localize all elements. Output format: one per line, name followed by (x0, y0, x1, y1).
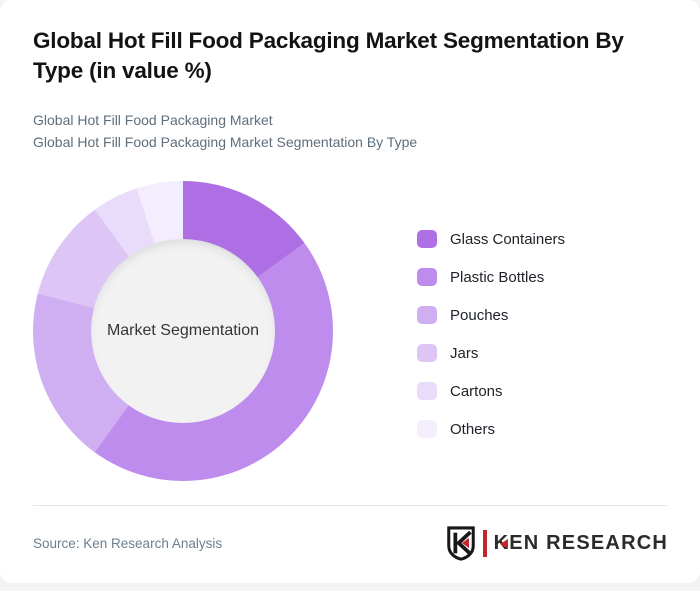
brand-k-triangle-icon (500, 539, 509, 549)
ken-research-logo: K EN RESEARCH (445, 525, 668, 561)
source-note: Source: Ken Research Analysis (33, 536, 223, 551)
donut-center: Market Segmentation (91, 239, 275, 423)
legend-item: Glass Containers (417, 230, 565, 248)
chart-subtitles: Global Hot Fill Food Packaging Market Gl… (33, 110, 653, 153)
legend-label: Pouches (450, 306, 509, 324)
brand-rest-text: EN RESEARCH (509, 531, 668, 554)
legend-swatch-icon (417, 306, 437, 324)
legend-swatch-icon (417, 344, 437, 362)
logo-shield-icon (446, 526, 475, 561)
legend-item: Others (417, 420, 565, 438)
legend-label: Jars (450, 344, 479, 362)
logo-separator (482, 529, 487, 557)
legend-swatch-icon (417, 268, 437, 286)
subtitle-segmentation: Global Hot Fill Food Packaging Market Se… (33, 133, 418, 150)
legend-label: Glass Containers (450, 230, 566, 248)
legend-label: Cartons (450, 382, 503, 400)
legend-label: Plastic Bottles (450, 268, 545, 286)
legend-swatch-icon (417, 420, 437, 438)
subtitle-market: Global Hot Fill Food Packaging Market (33, 112, 273, 128)
legend-item: Cartons (417, 382, 565, 400)
legend-label: Others (450, 420, 496, 438)
legend-item: Plastic Bottles (417, 268, 565, 286)
page-title: Global Hot Fill Food Packaging Market Se… (33, 28, 624, 83)
footer-divider (33, 505, 667, 506)
chart-legend: Glass Containers Plastic Bottles Pouches Ja… (417, 230, 565, 458)
legend-swatch-icon (417, 382, 437, 400)
donut-center-label: Market Segmentation (106, 322, 260, 339)
legend-item: Pouches (417, 306, 565, 324)
donut-chart: Market Segmentation (33, 181, 333, 481)
legend-item: Jars (417, 344, 565, 362)
brand-wordmark: K EN RESEARCH (494, 532, 668, 555)
legend-swatch-icon (417, 230, 437, 248)
